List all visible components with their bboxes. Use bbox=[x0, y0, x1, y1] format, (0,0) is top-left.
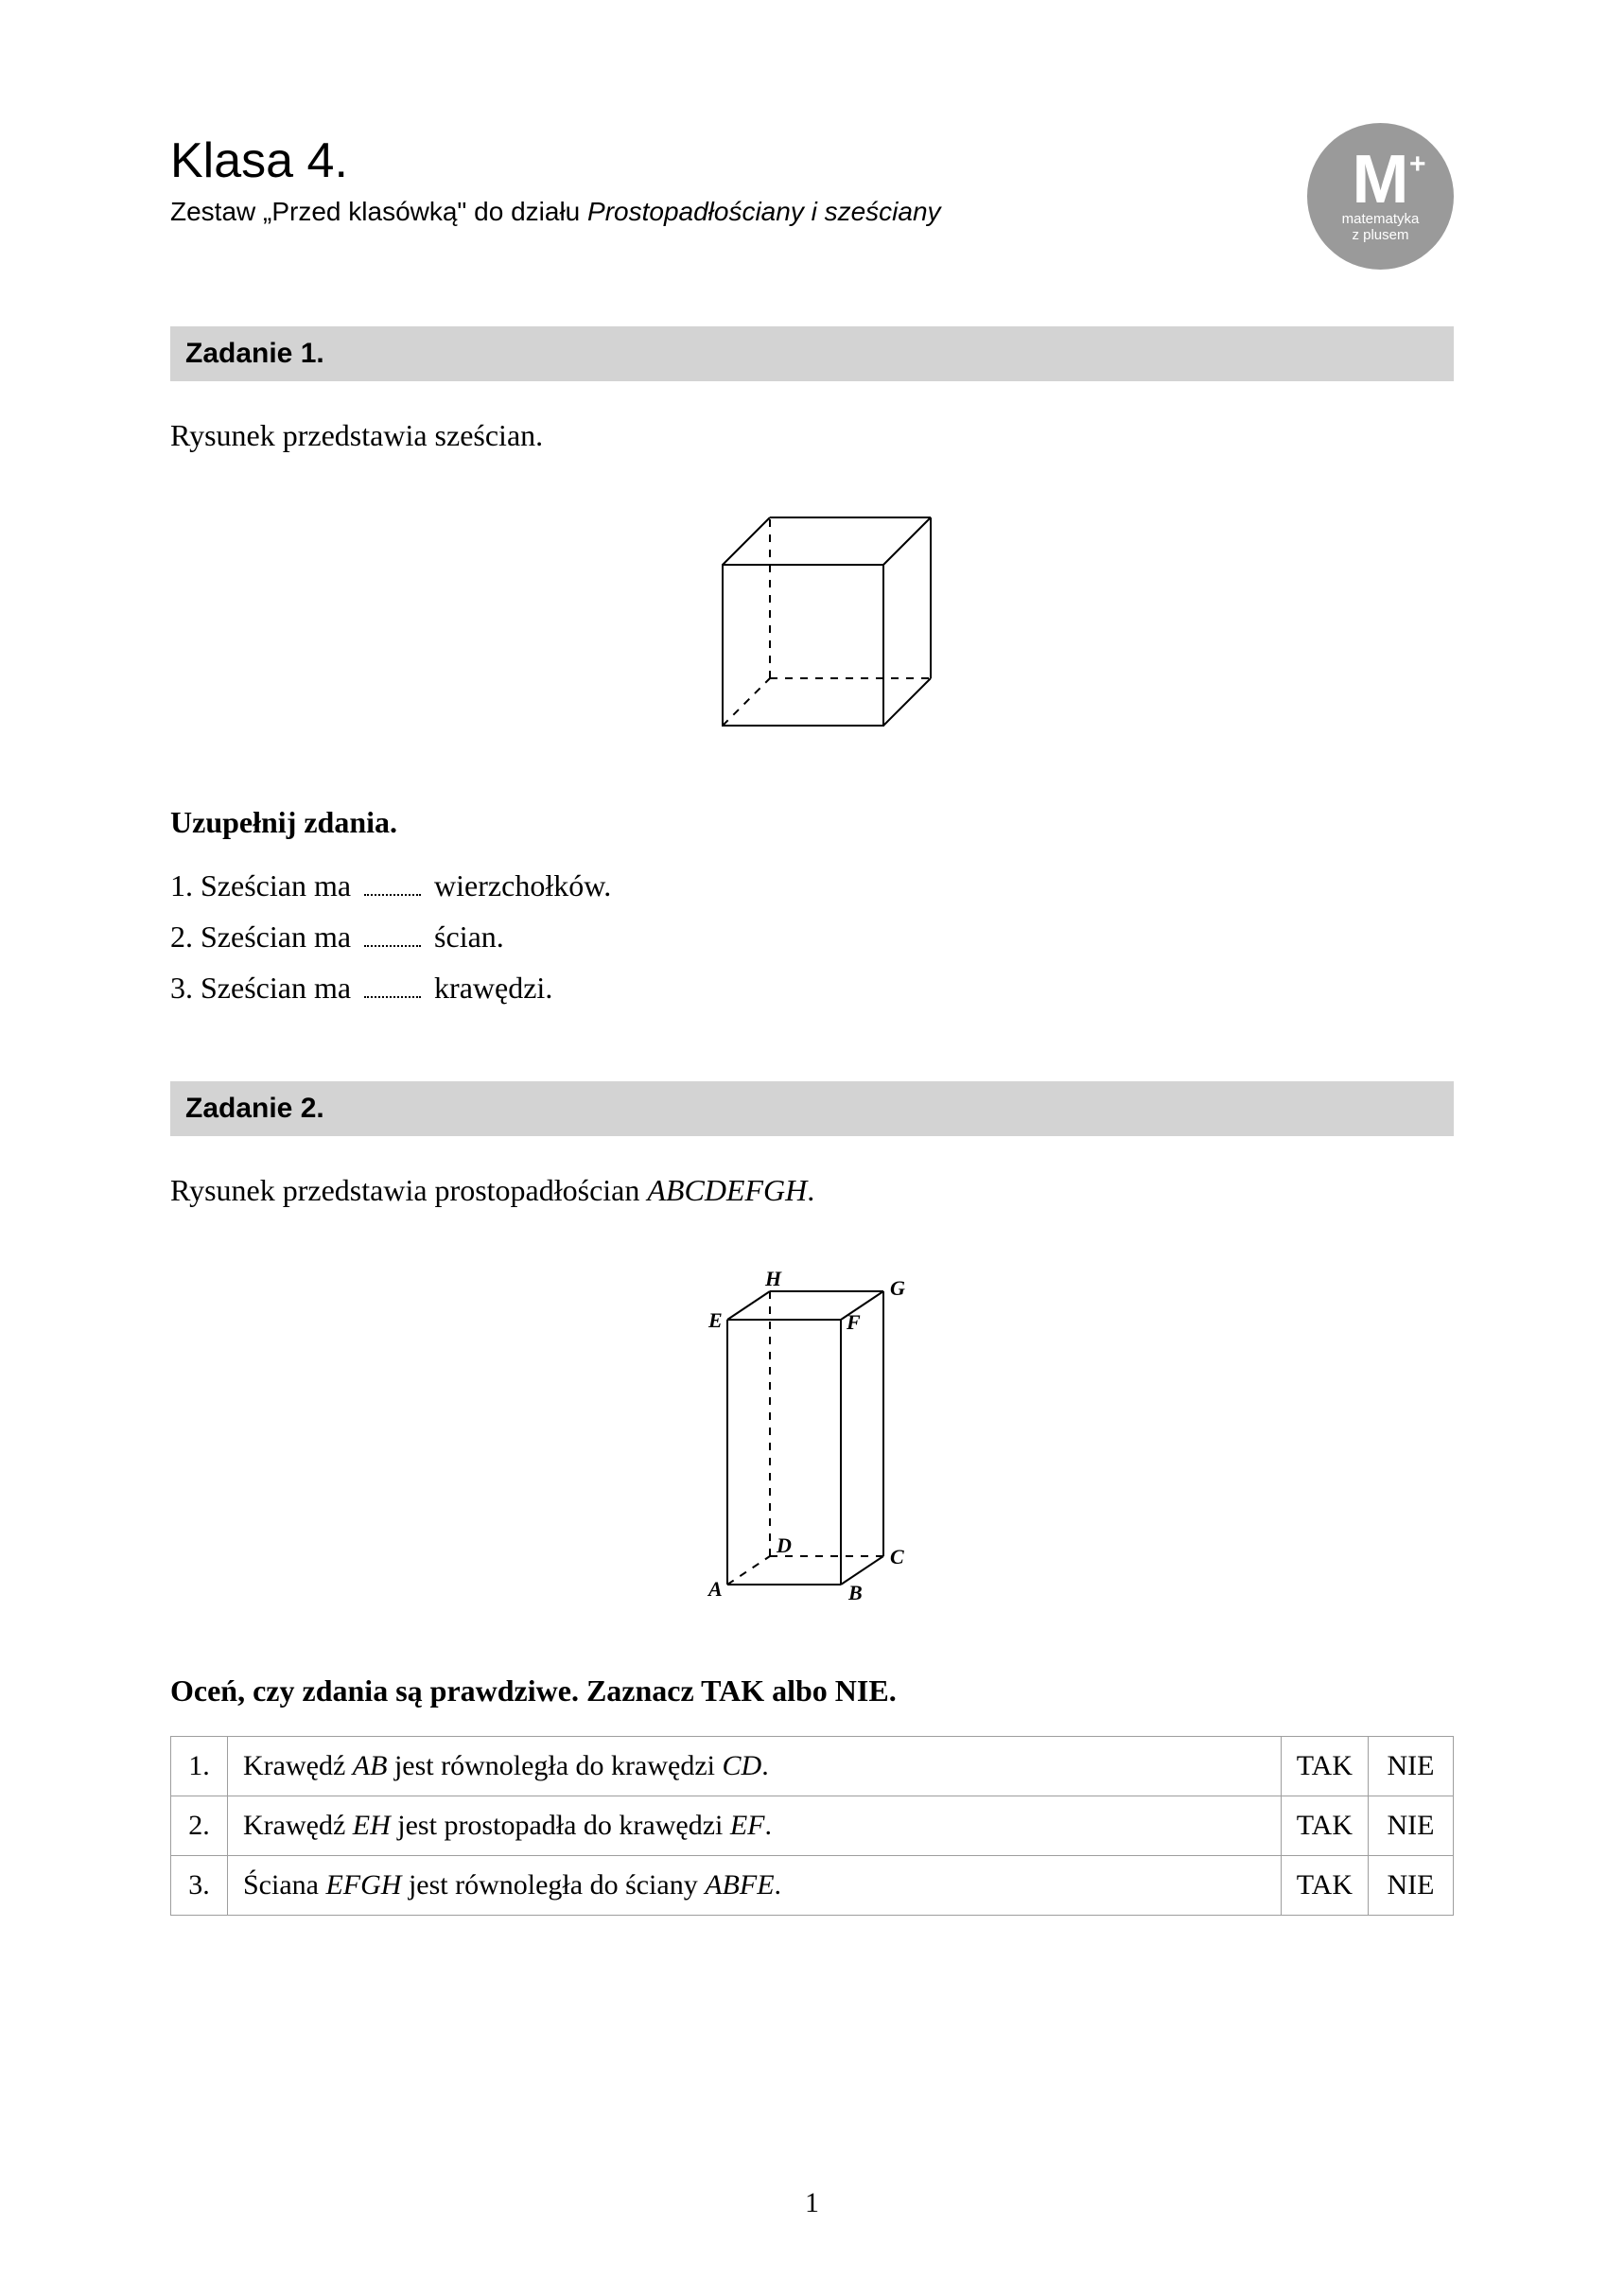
line-number: 2. bbox=[170, 920, 201, 954]
row-number: 1. bbox=[171, 1736, 228, 1796]
italic-text: ABFE bbox=[705, 1869, 774, 1901]
logo-line2: z plusem bbox=[1352, 227, 1408, 243]
row-statement: Krawędź AB jest równoległa do krawędzi C… bbox=[228, 1736, 1282, 1796]
text: jest równoległa do krawędzi bbox=[387, 1750, 722, 1781]
task2-intro-before: Rysunek przedstawia prostopadłościan bbox=[170, 1173, 647, 1207]
table-row: 1.Krawędź AB jest równoległa do krawędzi… bbox=[171, 1736, 1454, 1796]
logo-m-text: M bbox=[1353, 142, 1409, 218]
page-header: Klasa 4. Zestaw „Przed klasówką" do dzia… bbox=[170, 132, 1454, 270]
task2-figure: A B C D E F G H bbox=[170, 1244, 1454, 1627]
fill-blank[interactable] bbox=[364, 968, 421, 998]
row-number: 2. bbox=[171, 1796, 228, 1855]
logo-letter: M + bbox=[1353, 149, 1409, 211]
task1-line: 1. Sześcian ma wierzchołków. bbox=[170, 866, 1454, 903]
svg-text:D: D bbox=[776, 1533, 792, 1557]
svg-text:H: H bbox=[764, 1267, 782, 1290]
text: . bbox=[765, 1810, 773, 1841]
line-after: ścian. bbox=[427, 920, 504, 954]
page-number: 1 bbox=[0, 2187, 1624, 2219]
text: . bbox=[761, 1750, 769, 1781]
table-row: 2.Krawędź EH jest prostopadła do krawędz… bbox=[171, 1796, 1454, 1855]
prism-diagram: A B C D E F G H bbox=[671, 1244, 954, 1622]
svg-text:E: E bbox=[707, 1308, 723, 1332]
option-nie[interactable]: NIE bbox=[1369, 1736, 1454, 1796]
italic-text: EFGH bbox=[325, 1869, 401, 1901]
fill-blank[interactable] bbox=[364, 917, 421, 947]
table-row: 3.Ściana EFGH jest równoległa do ściany … bbox=[171, 1855, 1454, 1915]
task1-fill-lines: 1. Sześcian ma wierzchołków. 2. Sześcian … bbox=[170, 866, 1454, 1006]
line-before: Sześcian ma bbox=[201, 971, 358, 1005]
page-title: Klasa 4. bbox=[170, 132, 1279, 189]
task1-intro: Rysunek przedstawia sześcian. bbox=[170, 410, 1454, 461]
header-text-block: Klasa 4. Zestaw „Przed klasówką" do dzia… bbox=[170, 132, 1279, 227]
line-after: wierzchołków. bbox=[427, 868, 611, 902]
task2-intro: Rysunek przedstawia prostopadłościan ABC… bbox=[170, 1165, 1454, 1216]
task1-figure bbox=[170, 489, 1454, 759]
row-number: 3. bbox=[171, 1855, 228, 1915]
italic-text: EH bbox=[353, 1810, 391, 1841]
task2-header: Zadanie 2. bbox=[170, 1081, 1454, 1136]
option-tak[interactable]: TAK bbox=[1281, 1736, 1368, 1796]
text: jest równoległa do ściany bbox=[401, 1869, 705, 1901]
svg-text:A: A bbox=[707, 1577, 723, 1601]
line-after: krawędzi. bbox=[427, 971, 552, 1005]
text: Krawędź bbox=[243, 1810, 353, 1841]
line-number: 3. bbox=[170, 971, 201, 1005]
cube-diagram bbox=[666, 489, 959, 754]
text: Krawędź bbox=[243, 1750, 353, 1781]
row-statement: Ściana EFGH jest równoległa do ściany AB… bbox=[228, 1855, 1282, 1915]
page-subtitle: Zestaw „Przed klasówką" do działu Prosto… bbox=[170, 197, 1279, 227]
text: Ściana bbox=[243, 1869, 325, 1901]
task1-instruction: Uzupełnij zdania. bbox=[170, 797, 1454, 848]
line-number: 1. bbox=[170, 868, 201, 902]
option-tak[interactable]: TAK bbox=[1281, 1796, 1368, 1855]
task2-instruction: Oceń, czy zdania są prawdziwe. Zaznacz T… bbox=[170, 1665, 1454, 1716]
task2-intro-after: . bbox=[807, 1173, 814, 1207]
line-before: Sześcian ma bbox=[201, 868, 358, 902]
italic-text: AB bbox=[353, 1750, 388, 1781]
svg-text:C: C bbox=[890, 1545, 904, 1568]
italic-text: EF bbox=[730, 1810, 765, 1841]
brand-logo: M + matematyka z plusem bbox=[1307, 123, 1454, 270]
line-before: Sześcian ma bbox=[201, 920, 358, 954]
subtitle-italic: Prostopadłościany i sześciany bbox=[587, 197, 941, 226]
task1-line: 2. Sześcian ma ścian. bbox=[170, 917, 1454, 955]
task1-line: 3. Sześcian ma krawędzi. bbox=[170, 968, 1454, 1006]
subtitle-prefix: Zestaw „Przed klasówką" do działu bbox=[170, 197, 587, 226]
fill-blank[interactable] bbox=[364, 866, 421, 896]
svg-text:B: B bbox=[847, 1581, 863, 1604]
option-tak[interactable]: TAK bbox=[1281, 1855, 1368, 1915]
option-nie[interactable]: NIE bbox=[1369, 1855, 1454, 1915]
task2-intro-italic: ABCDEFGH bbox=[647, 1173, 807, 1207]
text: jest prostopadła do krawędzi bbox=[391, 1810, 730, 1841]
italic-text: CD bbox=[723, 1750, 762, 1781]
option-nie[interactable]: NIE bbox=[1369, 1796, 1454, 1855]
svg-text:G: G bbox=[890, 1276, 905, 1300]
page: Klasa 4. Zestaw „Przed klasówką" do dzia… bbox=[0, 0, 1624, 2295]
text: . bbox=[775, 1869, 782, 1901]
svg-text:F: F bbox=[846, 1310, 861, 1334]
row-statement: Krawędź EH jest prostopadła do krawędzi … bbox=[228, 1796, 1282, 1855]
task2-table: 1.Krawędź AB jest równoległa do krawędzi… bbox=[170, 1736, 1454, 1916]
plus-icon: + bbox=[1409, 151, 1426, 177]
task1-header: Zadanie 1. bbox=[170, 326, 1454, 381]
